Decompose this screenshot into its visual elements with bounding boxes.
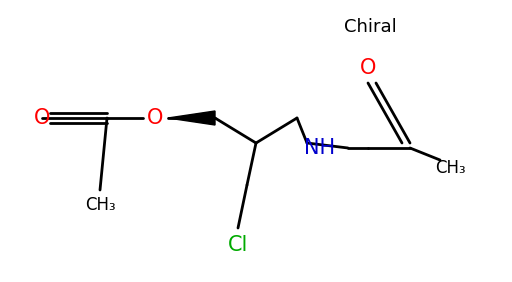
Text: O: O: [147, 108, 163, 128]
Text: O: O: [34, 108, 50, 128]
Text: Chiral: Chiral: [344, 18, 396, 36]
Text: O: O: [360, 58, 376, 78]
Text: NH: NH: [305, 138, 335, 158]
Text: Cl: Cl: [228, 235, 248, 255]
Polygon shape: [168, 111, 215, 125]
Text: CH₃: CH₃: [84, 196, 115, 214]
Text: CH₃: CH₃: [435, 159, 465, 177]
